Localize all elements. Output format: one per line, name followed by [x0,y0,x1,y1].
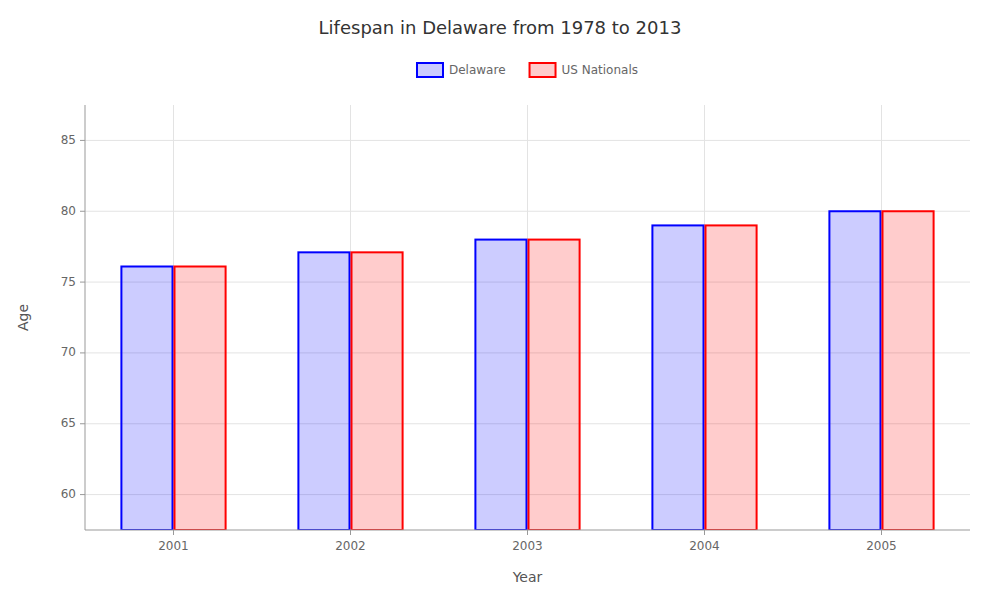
y-axis-label: Age [15,304,31,331]
bars [121,211,933,530]
bar [298,252,349,530]
legend-label: Delaware [449,63,506,77]
x-axis-label: Year [512,569,543,585]
bar [475,240,526,530]
y-tick [80,494,85,495]
x-tick-label: 2004 [689,539,720,553]
x-tick [350,530,351,535]
bar [883,211,934,530]
y-tick-label: 85 [61,133,76,147]
bar [829,211,880,530]
y-tick-label: 80 [61,204,76,218]
y-axis-line [85,105,86,530]
legend-label: US Nationals [562,63,638,77]
x-tick-label: 2001 [158,539,189,553]
x-tick-label: 2002 [335,539,366,553]
y-tick [80,211,85,212]
x-tick-label: 2005 [866,539,897,553]
y-tick [80,282,85,283]
x-tick [527,530,528,535]
y-tick-label: 70 [61,345,76,359]
x-tick [173,530,174,535]
legend-swatch [417,63,443,77]
grid [85,105,970,530]
legend-item: US Nationals [530,63,638,78]
y-tick [80,352,85,353]
x-tick [704,530,705,535]
y-tick-label: 75 [61,275,76,289]
chart-container: 60 65 70 75 80 85 2001 2002 2003 2004 2005 Year Age L… [0,0,1000,600]
bar [529,240,580,530]
x-tick [881,530,882,535]
x-tick-label: 2003 [512,539,543,553]
y-tick [80,140,85,141]
bar [652,225,703,530]
bar [352,252,403,530]
legend: Delaware US Nationals [417,63,638,78]
y-tick [80,423,85,424]
legend-swatch [530,63,556,77]
bar [706,225,757,530]
bar [121,267,172,531]
y-tick-label: 60 [61,487,76,501]
chart-svg: 60 65 70 75 80 85 2001 2002 2003 2004 2005 Year Age L… [0,0,1000,600]
legend-item: Delaware [417,63,506,78]
y-tick-label: 65 [61,416,76,430]
title: Lifespan in Delaware from 1978 to 2013 [319,17,682,38]
bar [175,267,226,531]
